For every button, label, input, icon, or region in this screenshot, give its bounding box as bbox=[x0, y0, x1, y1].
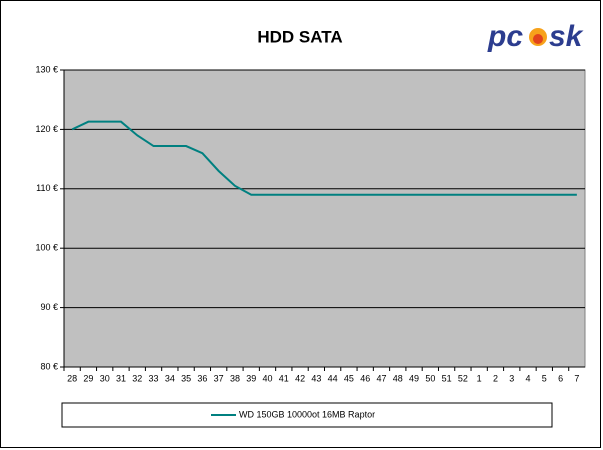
logo-right: sk bbox=[549, 20, 584, 53]
x-tick-label: 4 bbox=[526, 373, 531, 383]
y-tick-label: 100 € bbox=[35, 243, 58, 253]
x-tick-label: 6 bbox=[558, 373, 563, 383]
legend-box bbox=[61, 402, 553, 428]
x-tick-label: 48 bbox=[393, 373, 403, 383]
y-tick-label: 90 € bbox=[40, 302, 58, 312]
x-tick-label: 38 bbox=[230, 373, 240, 383]
logo-left: pc bbox=[487, 20, 523, 53]
x-tick-label: 2 bbox=[493, 373, 498, 383]
x-tick-label: 49 bbox=[409, 373, 419, 383]
x-tick-label: 45 bbox=[344, 373, 354, 383]
x-tick-label: 47 bbox=[376, 373, 386, 383]
x-tick-label: 29 bbox=[83, 373, 93, 383]
x-tick-label: 37 bbox=[214, 373, 224, 383]
chart-title: HDD SATA bbox=[257, 27, 342, 46]
x-tick-label: 34 bbox=[165, 373, 175, 383]
x-tick-label: 31 bbox=[116, 373, 126, 383]
x-tick-label: 30 bbox=[100, 373, 110, 383]
x-tick-label: 40 bbox=[263, 373, 273, 383]
y-tick-label: 80 € bbox=[40, 361, 58, 371]
x-tick-label: 52 bbox=[458, 373, 468, 383]
x-tick-label: 41 bbox=[279, 373, 289, 383]
x-tick-label: 50 bbox=[425, 373, 435, 383]
x-tick-label: 44 bbox=[328, 373, 338, 383]
x-tick-label: 1 bbox=[477, 373, 482, 383]
x-tick-label: 28 bbox=[67, 373, 77, 383]
x-tick-label: 51 bbox=[442, 373, 452, 383]
x-tick-label: 43 bbox=[311, 373, 321, 383]
x-tick-label: 3 bbox=[509, 373, 514, 383]
x-tick-label: 33 bbox=[149, 373, 159, 383]
y-tick-label: 110 € bbox=[36, 183, 58, 193]
legend-label: WD 150GB 10000ot 16MB Raptor bbox=[239, 409, 375, 419]
x-tick-label: 35 bbox=[181, 373, 191, 383]
plot-area bbox=[63, 69, 586, 368]
y-tick-label: 120 € bbox=[35, 124, 58, 134]
x-tick-label: 36 bbox=[197, 373, 207, 383]
x-tick-label: 46 bbox=[360, 373, 370, 383]
logo-flame-core bbox=[533, 34, 543, 44]
x-tick-label: 32 bbox=[132, 373, 142, 383]
logo: pc sk bbox=[487, 20, 584, 53]
x-tick-label: 7 bbox=[574, 373, 579, 383]
x-tick-label: 5 bbox=[542, 373, 547, 383]
x-tick-label: 39 bbox=[246, 373, 256, 383]
y-tick-label: 130 € bbox=[35, 64, 58, 74]
x-tick-label: 42 bbox=[295, 373, 305, 383]
line-series bbox=[71, 120, 577, 196]
